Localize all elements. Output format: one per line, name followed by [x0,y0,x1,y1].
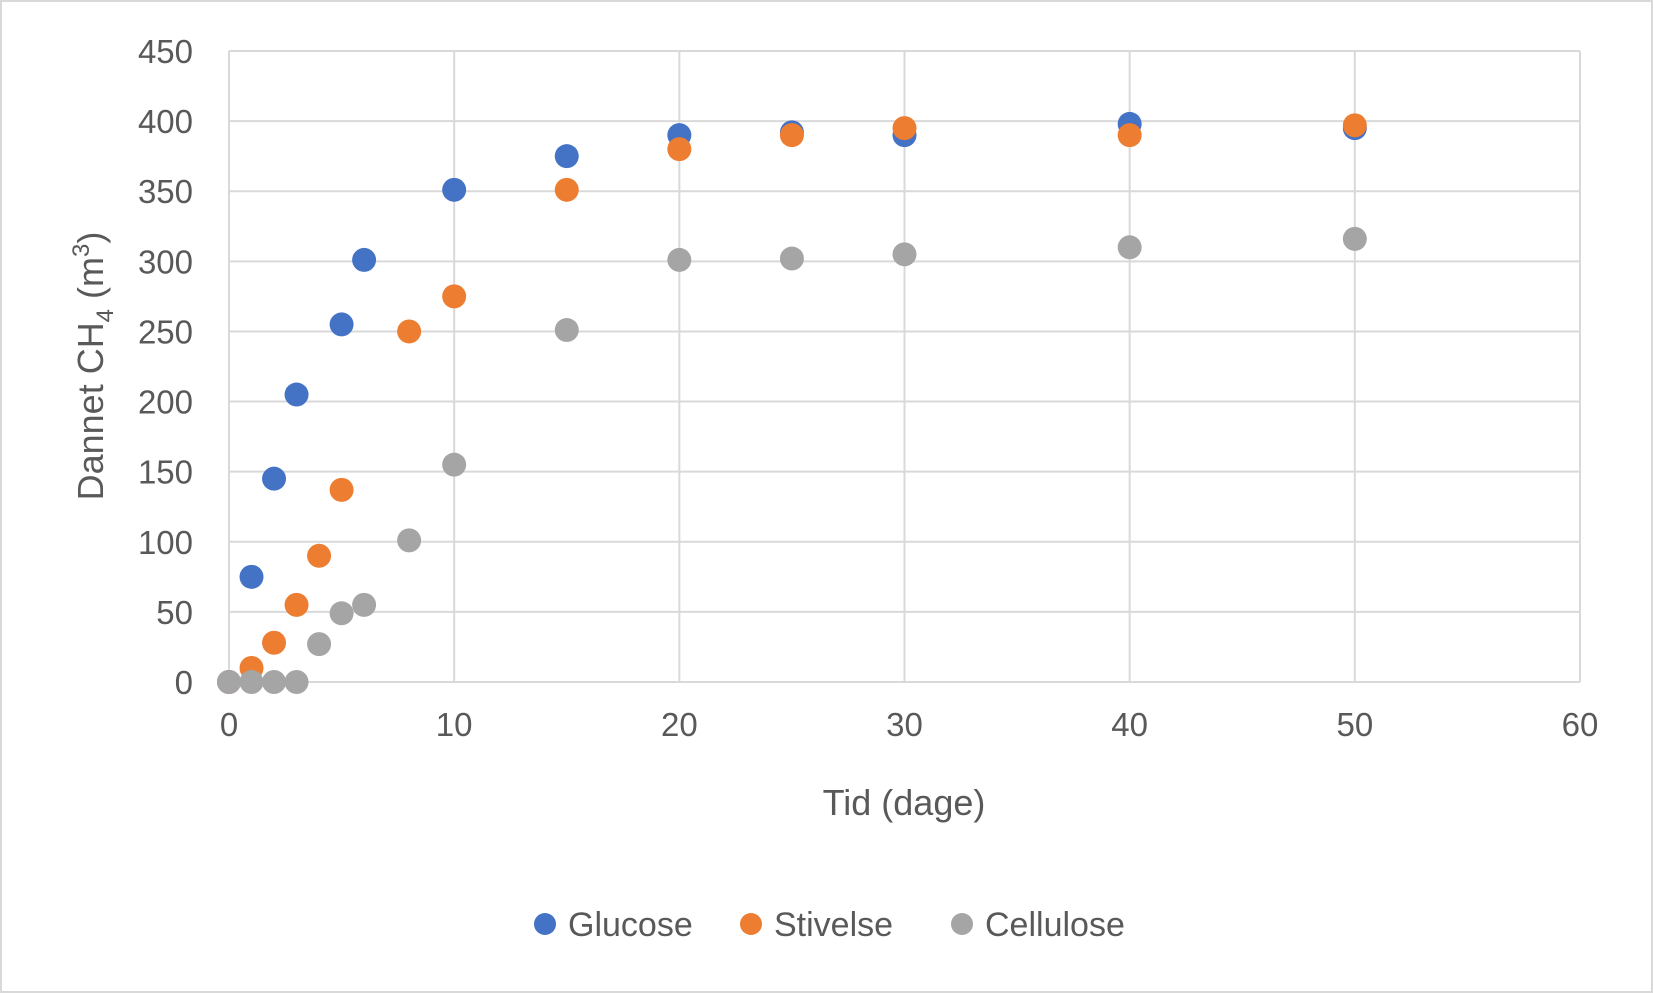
x-tick-label: 0 [220,706,238,743]
data-point-stivelse [284,592,309,617]
data-point-glucose [284,382,309,407]
y-tick-label: 50 [156,594,193,631]
data-point-stivelse [1117,123,1142,148]
y-axis-title-part: ) [70,232,111,244]
data-point-cellulose [329,601,354,626]
data-point-glucose [554,144,579,169]
data-point-stivelse [779,123,804,148]
data-point-cellulose [262,670,287,694]
data-point-cellulose [284,670,309,694]
data-point-stivelse [262,630,287,655]
data-point-stivelse [1342,113,1367,138]
data-point-stivelse [397,319,422,344]
x-tick-label: 60 [1562,706,1599,743]
legend-label-cellulose: Cellulose [985,906,1125,944]
data-point-cellulose [554,318,579,343]
data-point-cellulose [1117,235,1142,260]
data-point-cellulose [352,592,377,617]
y-tick-label: 450 [138,33,193,70]
legend-marker-cellulose [951,913,973,935]
data-point-stivelse [892,116,917,141]
legend-marker-glucose [534,913,556,935]
y-axis-title-superscript: 3 [68,244,95,257]
legend-marker-stivelse [740,913,762,935]
data-point-stivelse [554,177,579,202]
data-point-cellulose [239,670,264,694]
x-axis-title: Tid (dage) [823,782,986,823]
y-axis-title-subscript: 4 [92,309,119,322]
y-axis-title: Dannet CH4 (m3) [68,232,119,501]
y-tick-label: 350 [138,173,193,210]
y-tick-label: 250 [138,313,193,350]
data-point-cellulose [892,242,917,267]
legend-label-glucose: Glucose [568,906,693,944]
y-tick-label: 300 [138,243,193,280]
y-axis-title-part: (m [70,257,111,309]
legend-label-stivelse: Stivelse [774,906,893,944]
data-point-stivelse [442,284,467,309]
data-point-glucose [262,466,287,491]
data-point-glucose [239,564,264,589]
data-point-cellulose [1342,226,1367,251]
y-tick-label: 0 [175,664,193,701]
data-point-cellulose [397,528,422,553]
data-point-glucose [352,247,377,272]
legend: Glucose Stivelse Cellulose [534,906,1125,944]
data-point-cellulose [307,632,332,657]
data-point-glucose [329,312,354,337]
x-tick-label: 40 [1111,706,1148,743]
x-tick-label: 50 [1336,706,1373,743]
data-point-cellulose [779,246,804,271]
data-point-stivelse [667,137,692,162]
x-tick-label: 20 [661,706,698,743]
data-point-stivelse [307,543,332,568]
data-point-cellulose [667,247,692,272]
y-tick-label: 200 [138,384,193,421]
data-point-cellulose [217,670,241,694]
x-tick-label: 30 [886,706,923,743]
y-tick-label: 100 [138,524,193,561]
x-tick-label: 10 [436,706,473,743]
data-point-stivelse [329,477,354,502]
y-axis-title-part: Dannet CH [70,322,111,500]
data-point-cellulose [442,452,467,477]
data-point-glucose [442,177,467,202]
y-tick-label: 400 [138,103,193,140]
y-tick-label: 150 [138,454,193,491]
